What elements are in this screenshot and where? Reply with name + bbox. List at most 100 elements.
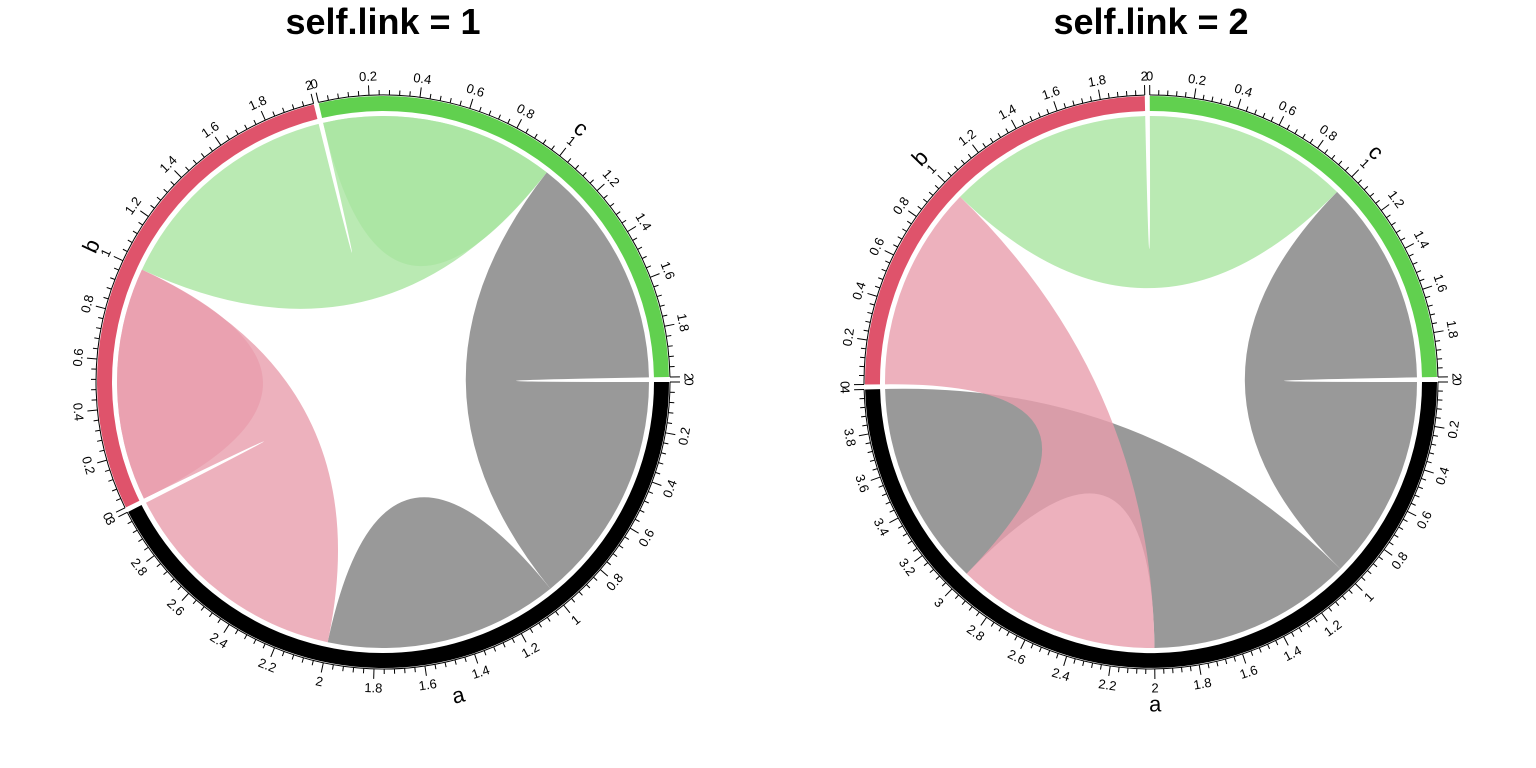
- minor-tick: [115, 498, 121, 502]
- minor-tick: [658, 462, 664, 465]
- minor-tick: [889, 509, 895, 513]
- minor-tick: [1421, 477, 1427, 481]
- minor-tick: [1391, 221, 1396, 226]
- major-tick: [1380, 204, 1390, 211]
- tick-label-a: 1.6: [418, 676, 438, 693]
- sector-axis-b: [95, 103, 314, 509]
- minor-tick: [639, 509, 645, 513]
- minor-tick: [917, 205, 923, 210]
- minor-tick: [1431, 443, 1437, 446]
- minor-tick: [96, 439, 103, 442]
- major-tick: [1424, 469, 1434, 474]
- minor-tick: [975, 611, 980, 617]
- minor-tick: [609, 202, 615, 207]
- minor-tick: [1331, 154, 1336, 160]
- major-tick: [937, 174, 946, 183]
- tick-label-a: 0.2: [675, 426, 693, 446]
- minor-tick: [603, 194, 608, 199]
- minor-tick: [332, 664, 334, 670]
- tick-label-a: 2: [314, 673, 324, 689]
- minor-tick: [1286, 124, 1290, 130]
- minor-tick: [885, 260, 891, 264]
- minor-tick: [138, 221, 144, 226]
- minor-tick: [502, 642, 506, 648]
- minor-tick: [347, 92, 350, 98]
- minor-tick: [881, 493, 887, 497]
- minor-tick: [621, 219, 627, 224]
- minor-tick: [291, 104, 295, 110]
- tick-label-b: 1.8: [246, 92, 269, 113]
- minor-tick: [478, 106, 482, 112]
- minor-tick: [1367, 570, 1372, 575]
- major-tick: [118, 511, 128, 518]
- tick-label-b: 0.6: [866, 235, 887, 258]
- minor-tick: [132, 529, 138, 534]
- minor-tick: [301, 101, 305, 107]
- minor-tick: [881, 268, 887, 272]
- minor-tick: [253, 119, 257, 125]
- minor-tick: [878, 277, 884, 280]
- minor-tick: [1021, 119, 1025, 125]
- minor-tick: [586, 584, 591, 589]
- minor-tick: [1313, 617, 1318, 623]
- minor-tick: [578, 591, 583, 596]
- minor-tick: [941, 582, 947, 587]
- major-tick: [1237, 98, 1242, 109]
- major-tick: [1321, 612, 1328, 622]
- minor-tick: [1270, 116, 1274, 122]
- minor-tick: [132, 230, 138, 235]
- minor-tick: [439, 95, 442, 101]
- minor-tick: [668, 412, 674, 414]
- minor-tick: [1372, 563, 1378, 568]
- tick-label-b: 0.2: [840, 327, 857, 347]
- minor-tick: [867, 311, 873, 315]
- minor-tick: [555, 611, 559, 616]
- minor-tick: [632, 237, 638, 241]
- minor-tick: [1375, 199, 1380, 204]
- major-tick: [1011, 119, 1017, 129]
- tick-label-b: 0.6: [70, 348, 86, 367]
- major-tick: [651, 481, 662, 486]
- minor-tick: [1046, 109, 1050, 115]
- major-tick: [1422, 285, 1433, 290]
- minor-tick: [1100, 664, 1102, 670]
- minor-tick: [923, 198, 928, 203]
- minor-tick: [1082, 660, 1085, 667]
- major-tick: [1053, 101, 1058, 111]
- tick-label-a: 4: [838, 386, 853, 394]
- major-tick: [650, 273, 660, 278]
- minor-tick: [108, 479, 114, 482]
- minor-tick: [1037, 112, 1041, 118]
- tick-label-a: 2.6: [1005, 646, 1028, 667]
- minor-tick: [860, 347, 866, 350]
- chord-panel-self-link-2: self.link = 2 00.20.40.60.811.21.41.61.8…: [837, 1, 1464, 717]
- major-tick: [857, 337, 868, 341]
- minor-tick: [1341, 595, 1347, 600]
- minor-tick: [869, 459, 875, 462]
- minor-tick: [582, 172, 587, 177]
- minor-tick: [1107, 93, 1110, 99]
- minor-tick: [1091, 662, 1094, 668]
- minor-tick: [1216, 661, 1219, 667]
- minor-tick: [1436, 349, 1442, 351]
- minor-tick: [982, 143, 987, 148]
- minor-tick: [1335, 601, 1340, 606]
- tick-label-c: 2: [1449, 373, 1464, 380]
- minor-tick: [1425, 295, 1431, 299]
- minor-tick: [902, 533, 908, 537]
- minor-tick: [1398, 526, 1404, 530]
- minor-tick: [661, 452, 667, 455]
- minor-tick: [574, 164, 580, 170]
- minor-tick: [1306, 622, 1310, 628]
- minor-tick: [94, 337, 100, 340]
- minor-tick: [968, 606, 973, 611]
- major-tick: [181, 592, 190, 601]
- minor-tick: [1056, 653, 1059, 659]
- minor-tick: [663, 442, 669, 445]
- minor-tick: [156, 563, 162, 568]
- minor-tick: [156, 196, 162, 201]
- major-tick: [972, 144, 979, 153]
- minor-tick: [93, 419, 99, 422]
